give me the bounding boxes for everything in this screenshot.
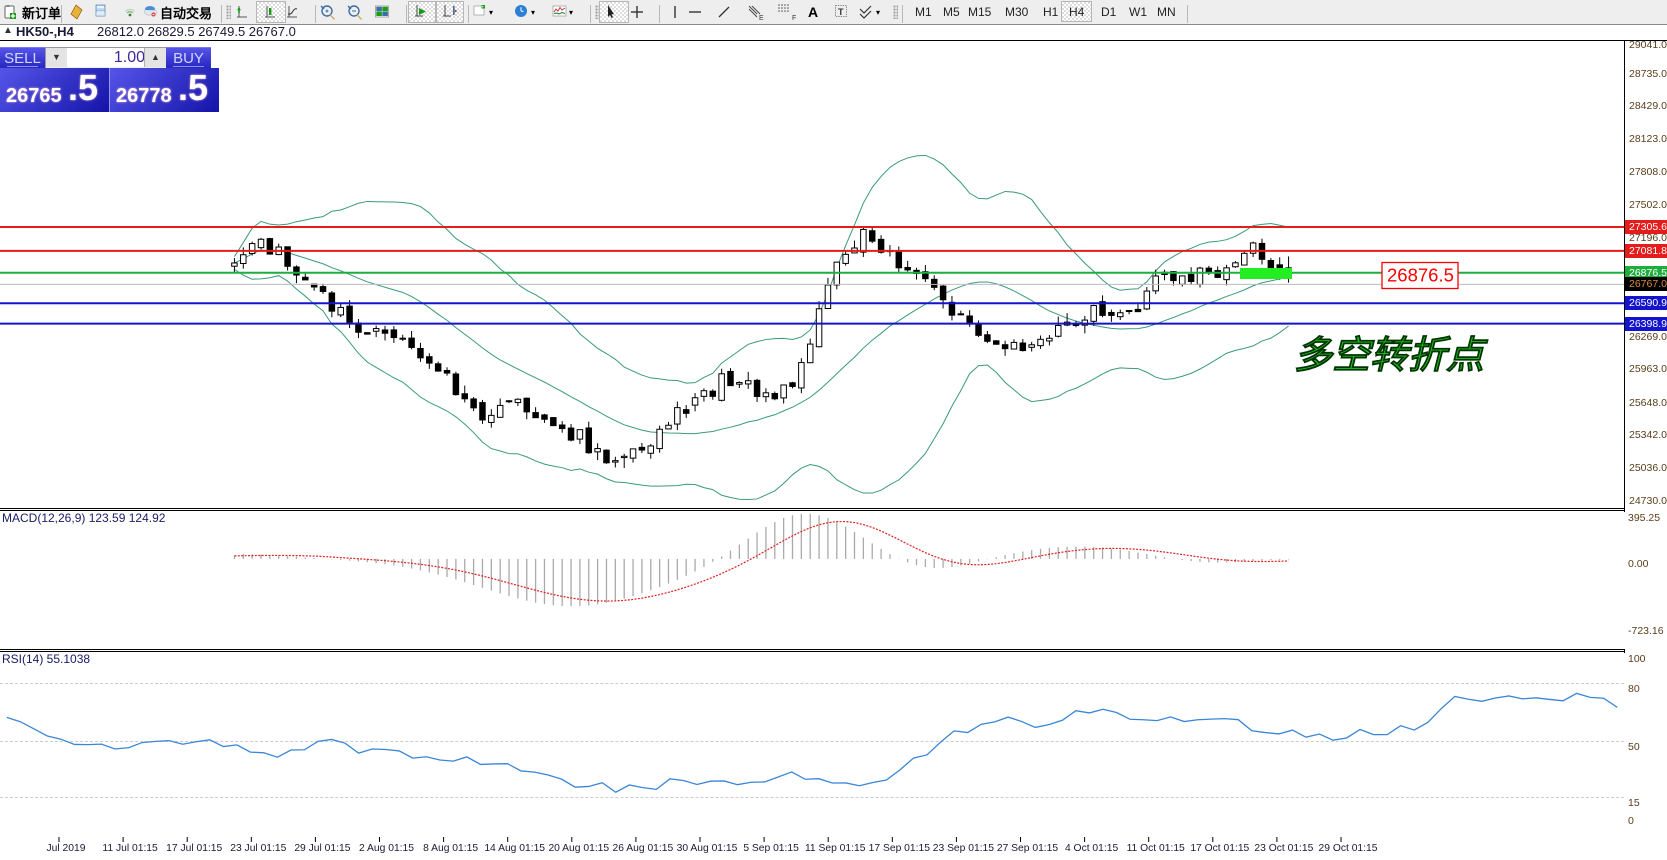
svg-text:26876.5: 26876.5 [1387, 265, 1454, 286]
svg-text:RSI(14) 55.1038: RSI(14) 55.1038 [2, 653, 90, 666]
svg-text:T: T [838, 7, 844, 17]
svg-text:多空转折点: 多空转折点 [1294, 335, 1489, 377]
svg-text:MACD(12,26,9) 123.59 124.92: MACD(12,26,9) 123.59 124.92 [2, 512, 166, 525]
